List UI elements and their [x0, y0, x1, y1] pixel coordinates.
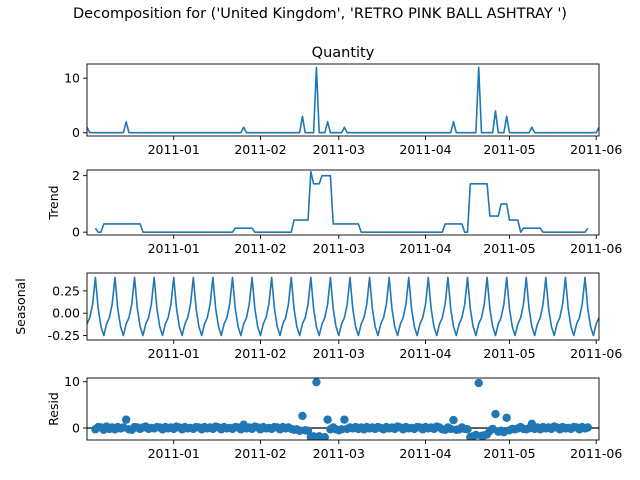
x-tick-label: 2011-06 — [570, 241, 622, 256]
figure-suptitle: Decomposition for ('United Kingdom', 'RE… — [73, 6, 567, 22]
x-tick-label: 2011-03 — [313, 241, 365, 256]
series-line — [87, 276, 599, 337]
x-tick-label: 2011-01 — [148, 142, 200, 157]
plot-area — [87, 378, 599, 440]
x-tick-label: 2011-01 — [148, 241, 200, 256]
x-tick-label: 2011-03 — [313, 142, 365, 157]
x-tick-label: 2011-01 — [148, 346, 200, 361]
x-tick-label: 2011-04 — [399, 446, 451, 461]
x-tick-label: 2011-06 — [570, 142, 622, 157]
x-tick-label: 2011-02 — [234, 346, 286, 361]
resid-point — [491, 409, 500, 419]
y-tick-label: 0 — [72, 125, 80, 140]
subplot-trend: 0 2 2011-01 2011-02 2011-03 2011-04 2011-05 201… — [46, 168, 622, 256]
x-tick-label: 2011-03 — [313, 346, 365, 361]
axes-frame — [86, 377, 600, 441]
subplot-seasonal: 0.25 0.00 -0.25 2011-01 2011-02 2011-03 2011-0… — [13, 272, 622, 361]
x-tick-label: 2011-02 — [234, 446, 286, 461]
y-tick-label: 0 — [72, 225, 80, 240]
plot-area — [94, 170, 589, 233]
axes-frame — [86, 169, 600, 236]
resid-point — [463, 425, 472, 434]
series-line — [94, 170, 589, 233]
resid-point — [312, 378, 321, 387]
x-tick-label: 2011-05 — [483, 346, 535, 361]
y-tick-label: -0.25 — [48, 328, 80, 343]
resid-point — [340, 415, 349, 424]
resid-point — [474, 378, 483, 388]
y-axis-label: Trend — [46, 185, 61, 220]
x-tick-label: 2011-01 — [148, 446, 200, 461]
y-tick-label: 10 — [64, 374, 80, 389]
y-tick-label: 10 — [64, 71, 80, 86]
x-tick-label: 2011-04 — [399, 241, 451, 256]
y-tick-label: 0 — [72, 420, 80, 435]
resid-point — [320, 433, 330, 440]
resid-point — [121, 415, 131, 424]
plot-area — [87, 276, 599, 337]
resid-point — [323, 415, 332, 424]
subplot-resid: 0 10 2011-01 2011-02 2011-03 2011-04 2011-05 20… — [46, 374, 622, 461]
x-tick-label: 2011-02 — [234, 142, 286, 157]
subplot-quantity: 0 10 2011-01 2011-02 2011-03 2011-04 2011-05 20… — [64, 45, 622, 157]
resid-point — [583, 423, 593, 432]
plot-area — [87, 66, 599, 134]
y-axis-label: Seasonal — [13, 278, 28, 335]
resid-point — [303, 426, 313, 435]
resid-point — [449, 415, 458, 425]
subplot-title: Quantity — [312, 45, 375, 61]
x-tick-label: 2011-06 — [570, 346, 622, 361]
resid-point — [298, 411, 307, 421]
x-tick-label: 2011-03 — [313, 446, 365, 461]
axes-frame — [86, 63, 600, 137]
x-tick-label: 2011-04 — [399, 142, 451, 157]
x-tick-label: 2011-05 — [483, 142, 535, 157]
x-tick-label: 2011-05 — [483, 446, 535, 461]
x-tick-label: 2011-02 — [234, 241, 286, 256]
x-tick-label: 2011-04 — [399, 346, 451, 361]
axes-frame — [86, 272, 600, 341]
y-axis-label: Resid — [46, 392, 61, 426]
series-line — [87, 66, 599, 134]
x-tick-label: 2011-05 — [483, 241, 535, 256]
resid-point — [502, 413, 511, 422]
x-tick-label: 2011-06 — [570, 446, 622, 461]
y-tick-label: 0.00 — [52, 306, 80, 321]
y-tick-label: 0.25 — [52, 283, 80, 298]
y-tick-label: 2 — [72, 168, 80, 183]
